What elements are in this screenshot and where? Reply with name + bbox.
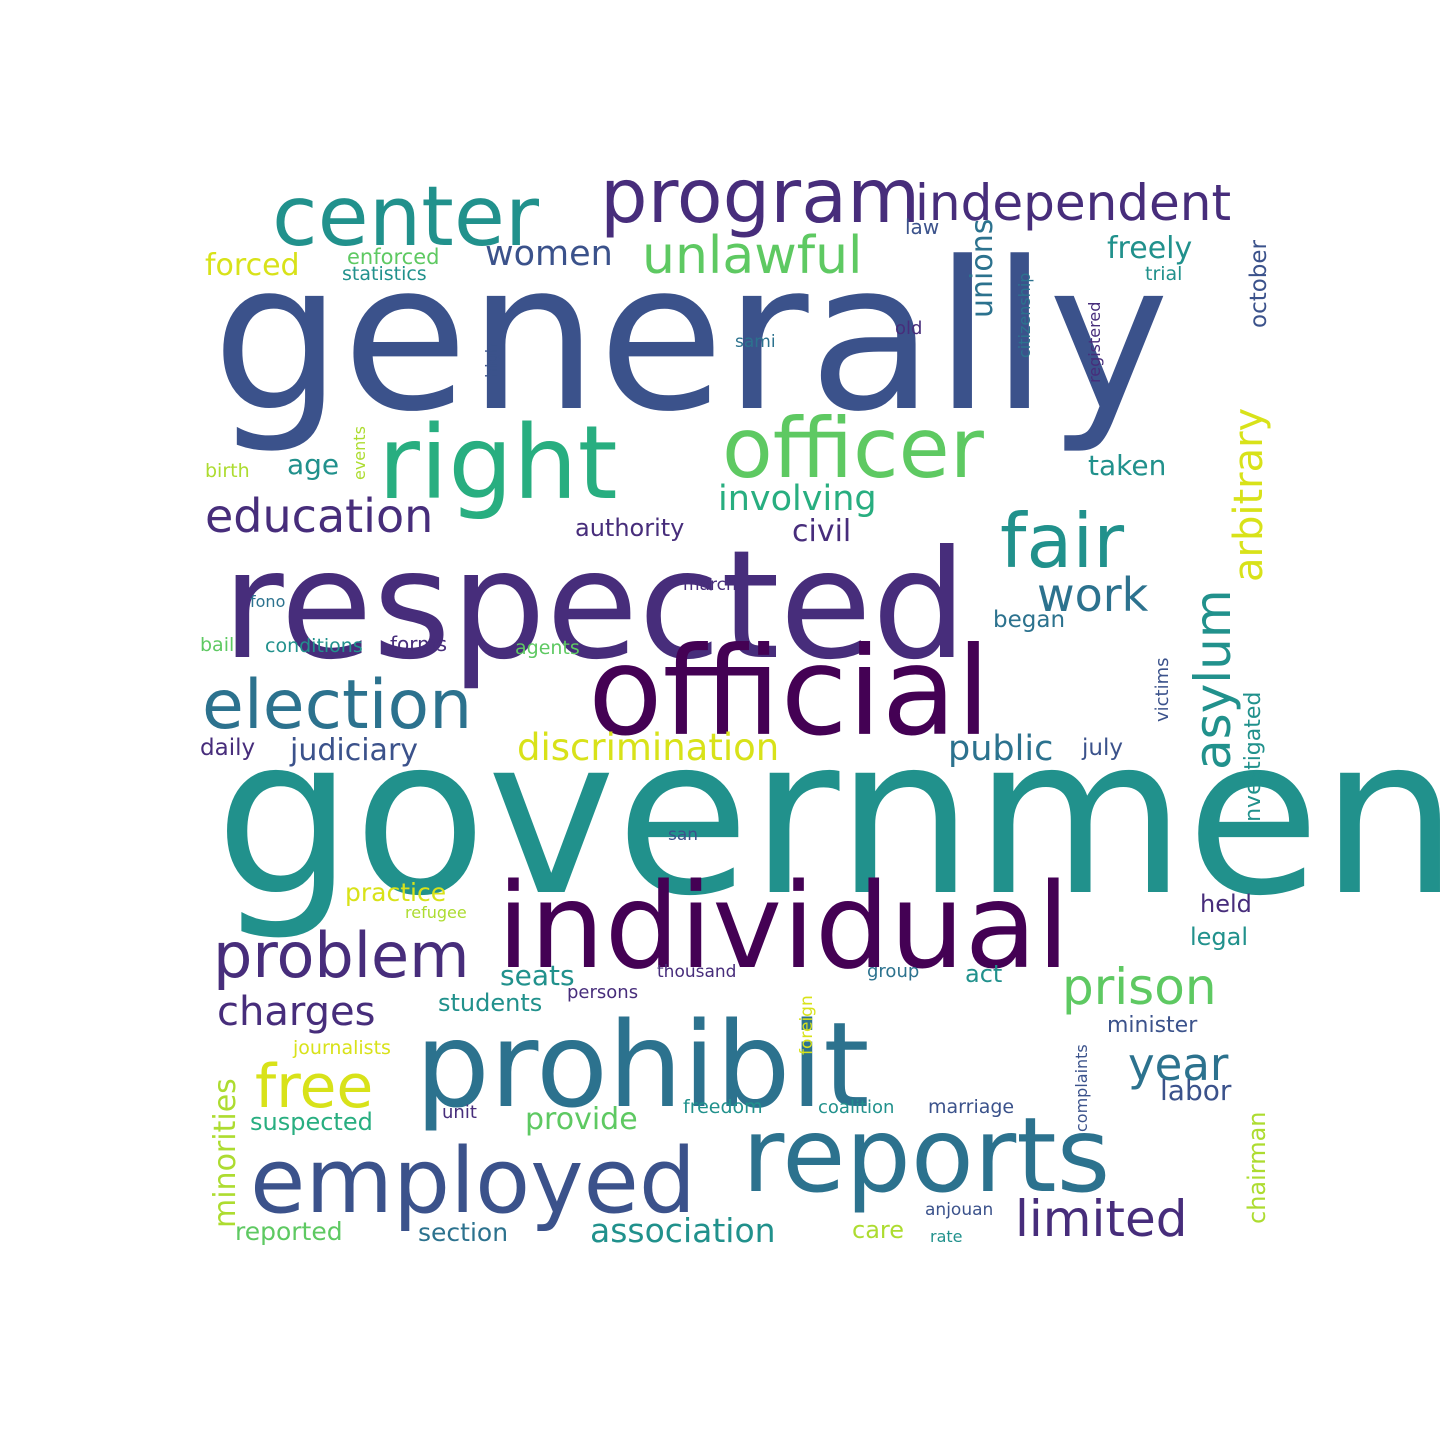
word-involving: involving <box>718 479 877 519</box>
word-registered: registered <box>1085 302 1104 383</box>
word-trial: trial <box>1145 263 1182 285</box>
word-charges: charges <box>217 989 375 1035</box>
word-independent: independent <box>915 174 1231 232</box>
word-foreign: foreign <box>797 995 817 1055</box>
word-enforced: enforced <box>347 245 439 269</box>
word-women: women <box>485 234 613 274</box>
word-age: age <box>287 448 339 481</box>
word-prohibit: prohibit <box>415 996 870 1134</box>
word-judiciary: judiciary <box>289 733 418 768</box>
word-refugee: refugee <box>405 903 467 922</box>
word-act: act <box>965 960 1002 988</box>
word-victims: victims <box>1152 657 1173 722</box>
word-statistics: statistics <box>342 263 427 285</box>
word-old: old <box>895 318 922 339</box>
word-chairman: chairman <box>1243 1111 1271 1224</box>
word-discrimination: discrimination <box>517 726 779 769</box>
word-conditions: conditions <box>265 635 363 657</box>
word-students: students <box>438 989 542 1017</box>
word-agents: agents <box>515 637 580 659</box>
word-center: center <box>272 168 540 265</box>
word-work: work <box>1037 568 1149 622</box>
word-fair: fair <box>1000 497 1124 585</box>
word-right: right <box>378 404 618 523</box>
word-taken: taken <box>1088 449 1166 482</box>
word-coalition: coalition <box>818 1097 894 1118</box>
word-practice: practice <box>345 878 446 907</box>
word-birth: birth <box>205 460 250 482</box>
word-freedom: freedom <box>683 1096 763 1118</box>
word-marriage: marriage <box>928 1096 1014 1118</box>
word-prison: prison <box>1062 958 1217 1016</box>
word-citizenship: citizenship <box>1015 273 1034 358</box>
word-asylum: asylum <box>1184 589 1242 770</box>
word-section: section <box>418 1218 508 1247</box>
word-officer: officer <box>722 400 985 497</box>
word-unlawful: unlawful <box>642 226 862 286</box>
word-respected: respected <box>222 519 967 693</box>
word-legal: legal <box>1190 923 1248 951</box>
word-events: events <box>350 426 369 480</box>
word-public: public <box>948 729 1053 769</box>
word-held: held <box>1200 890 1252 918</box>
word-high: high <box>482 343 501 378</box>
word-employed: employed <box>250 1129 696 1234</box>
word-complaints: complaints <box>1072 1044 1091 1132</box>
word-unit: unit <box>442 1102 477 1123</box>
word-care: care <box>852 1216 904 1244</box>
word-thousand: thousand <box>657 962 736 982</box>
word-year: year <box>1128 1038 1229 1091</box>
word-generally: generally <box>212 219 1169 457</box>
word-education: education <box>205 489 433 543</box>
word-unions: unions <box>965 219 1000 318</box>
word-minister: minister <box>1107 1013 1198 1038</box>
word-march: march <box>683 575 737 595</box>
word-forms: forms <box>390 632 447 656</box>
word-program: program <box>600 152 920 240</box>
word-rate: rate <box>930 1227 963 1246</box>
word-reported: reported <box>235 1217 343 1246</box>
word-forced: forced <box>205 248 300 283</box>
word-seats: seats <box>500 959 575 992</box>
word-san: san <box>668 825 698 845</box>
word-journalists: journalists <box>292 1037 391 1059</box>
word-official: official <box>588 621 990 763</box>
word-minorities: minorities <box>208 1078 243 1228</box>
word-election: election <box>202 666 472 745</box>
word-persons: persons <box>567 982 638 1003</box>
word-law: law <box>905 215 939 239</box>
word-labor: labor <box>1160 1074 1232 1107</box>
word-problem: problem <box>213 919 470 992</box>
word-sami: sami <box>735 332 776 352</box>
word-suspected: suspected <box>250 1108 373 1136</box>
word-limited: limited <box>1015 1190 1188 1248</box>
word-civil: civil <box>792 514 851 549</box>
word-reports: reports <box>742 1096 1110 1216</box>
word-began: began <box>993 607 1065 633</box>
word-authority: authority <box>575 514 684 542</box>
word-investigated: investigated <box>1241 692 1266 828</box>
word-fono: fono <box>250 592 285 611</box>
word-bail: bail <box>200 634 234 656</box>
word-free: free <box>255 1052 373 1122</box>
word-july: july <box>1081 735 1123 761</box>
word-association: association <box>590 1211 776 1250</box>
word-arbitrary: arbitrary <box>1226 408 1272 582</box>
word-freely: freely <box>1107 231 1192 266</box>
word-individual: individual <box>497 857 1070 995</box>
word-provide: provide <box>525 1102 638 1137</box>
word-daily: daily <box>200 735 255 761</box>
word-anjouan: anjouan <box>925 1200 993 1220</box>
word-government: government <box>215 691 1440 944</box>
word-group: group <box>867 961 919 982</box>
word-october: october <box>1246 239 1272 328</box>
